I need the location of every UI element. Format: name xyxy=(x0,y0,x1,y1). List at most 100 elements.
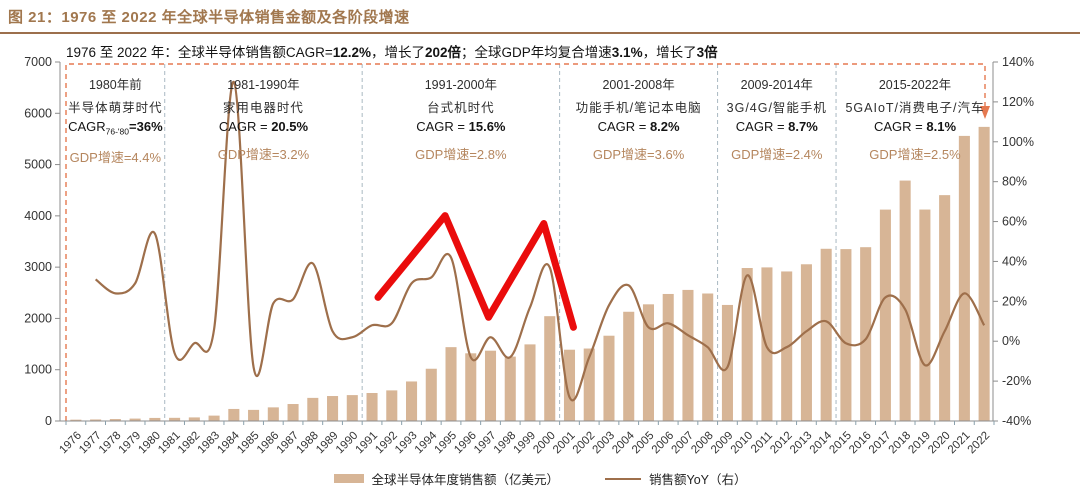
subtitle-segment: 3.1% xyxy=(611,45,643,60)
svg-text:1978: 1978 xyxy=(97,430,124,457)
sales-bar xyxy=(662,293,674,421)
sales-bar xyxy=(169,417,181,421)
sales-bar xyxy=(583,348,595,421)
svg-text:20%: 20% xyxy=(1002,294,1027,308)
svg-text:2007: 2007 xyxy=(669,430,696,457)
svg-text:2017: 2017 xyxy=(867,430,894,457)
subtitle-segment: 1976 至 2022 年：全球半导体销售额CAGR= xyxy=(66,45,333,60)
svg-text:1998: 1998 xyxy=(492,430,519,457)
line-swatch-icon xyxy=(605,477,642,480)
chart-subtitle: 1976 至 2022 年：全球半导体销售额CAGR=12.2%，增长了202倍… xyxy=(66,41,718,61)
sales-bar xyxy=(899,180,911,421)
sales-bar xyxy=(603,335,615,421)
period-cagr: CAGR = 8.7% xyxy=(735,119,818,134)
period-box: 2009-2014年 3G/4G/智能手机 CAGR = 8.7% GDP增速=2.4… xyxy=(718,74,836,163)
svg-text:6000: 6000 xyxy=(24,106,52,120)
period-box: 2015-2022年 5GAIoT/消费电子/汽车 CAGR = 8.1% GDP增速… xyxy=(836,74,994,163)
highlight-frame xyxy=(65,63,986,421)
svg-text:1999: 1999 xyxy=(512,430,539,457)
subtitle-segment: 202倍 xyxy=(425,45,462,60)
figure-title: 图 21：1976 至 2022 年全球半导体销售金额及各阶段增速 xyxy=(8,9,410,26)
svg-text:1980: 1980 xyxy=(136,430,163,457)
sales-bar xyxy=(820,248,832,421)
svg-text:2012: 2012 xyxy=(768,430,795,457)
period-era: 台式机时代 xyxy=(427,101,495,115)
period-era: 功能手机/笔记本电脑 xyxy=(575,101,702,115)
legend-item-yoy: 销售额YoY（右） xyxy=(605,469,747,488)
period-years: 2009-2014年 xyxy=(740,78,813,92)
subtitle-segment: ，增长了 xyxy=(371,45,425,60)
svg-text:60%: 60% xyxy=(1002,215,1027,229)
svg-text:2016: 2016 xyxy=(847,430,874,457)
sales-bar xyxy=(228,408,240,421)
sales-bar xyxy=(366,392,378,421)
sales-bar xyxy=(524,344,536,421)
svg-text:0: 0 xyxy=(45,414,52,428)
sales-bar xyxy=(721,304,733,421)
period-cagr: CAGR = 8.1% xyxy=(874,119,957,134)
svg-text:2005: 2005 xyxy=(630,430,657,457)
sales-bar xyxy=(386,390,398,421)
legend-item-sales: 全球半导体年度销售额（亿美元） xyxy=(333,469,560,488)
x-axis-labels: 1976197719781979198019811982198319841985… xyxy=(57,421,995,457)
period-gdp: GDP增速=3.6% xyxy=(592,147,685,162)
sales-bars xyxy=(70,126,990,421)
sales-bar xyxy=(406,381,418,421)
arrow-down-icon xyxy=(980,106,990,119)
subtitle-segment: ，增长了 xyxy=(642,45,697,60)
svg-text:1977: 1977 xyxy=(77,430,104,457)
period-box: 2001-2008年功能手机/笔记本电脑 CAGR = 8.2% GDP增速=3.6… xyxy=(560,74,718,163)
svg-text:1981: 1981 xyxy=(156,430,183,457)
svg-text:0%: 0% xyxy=(1002,334,1020,348)
svg-text:2021: 2021 xyxy=(946,430,973,457)
sales-bar xyxy=(90,419,102,421)
period-box: 1981-1990年 家用电器时代 CAGR = 20.5% GDP增速=3.2% xyxy=(165,74,362,163)
svg-text:-40%: -40% xyxy=(1002,414,1031,428)
subtitle-segment: ；全球GDP年均复合增速 xyxy=(461,45,612,60)
svg-text:1990: 1990 xyxy=(334,430,361,457)
svg-text:2002: 2002 xyxy=(571,430,598,457)
sales-bar xyxy=(346,395,358,421)
svg-text:1979: 1979 xyxy=(117,430,144,457)
sales-bar xyxy=(484,350,497,421)
period-gdp: GDP增速=2.8% xyxy=(415,147,507,162)
subtitle-segment: 3倍 xyxy=(696,45,718,60)
svg-text:2019: 2019 xyxy=(906,430,933,457)
period-gdp: GDP增速=4.4% xyxy=(69,149,162,165)
sales-bar xyxy=(939,195,951,421)
sales-bar xyxy=(840,249,852,421)
sales-bar xyxy=(761,267,773,421)
svg-text:2009: 2009 xyxy=(709,430,736,457)
period-cagr: CAGR = 8.2% xyxy=(597,119,680,134)
sales-bar xyxy=(109,419,121,421)
legend-label-yoy: 销售额YoY（右） xyxy=(649,473,747,487)
svg-text:1976: 1976 xyxy=(57,430,84,457)
svg-text:2001: 2001 xyxy=(551,430,578,457)
sales-bar xyxy=(978,126,990,421)
period-cagr: CAGR76-'80=36% xyxy=(68,119,163,137)
sales-bar xyxy=(800,264,812,421)
svg-text:2000: 2000 xyxy=(531,430,558,457)
sales-bar xyxy=(327,396,339,421)
red-highlight-line xyxy=(374,212,577,331)
svg-text:3000: 3000 xyxy=(24,260,52,274)
svg-text:2000: 2000 xyxy=(24,311,52,325)
chart-legend: 全球半导体年度销售额（亿美元） 销售额YoY（右） xyxy=(0,469,1080,488)
sales-bar xyxy=(919,209,931,421)
svg-text:2015: 2015 xyxy=(827,430,854,457)
svg-text:2018: 2018 xyxy=(887,430,914,457)
svg-text:4000: 4000 xyxy=(24,209,52,223)
legend-label-sales: 全球半导体年度销售额（亿美元） xyxy=(371,473,560,487)
sales-bar xyxy=(741,268,753,421)
sales-bar xyxy=(129,418,141,421)
period-years: 1980年前 xyxy=(88,78,142,92)
sales-bar xyxy=(958,135,970,421)
svg-text:2010: 2010 xyxy=(729,430,756,457)
sales-bar xyxy=(425,368,437,421)
svg-text:1995: 1995 xyxy=(433,430,460,457)
period-years: 2001-2008年 xyxy=(602,78,675,92)
svg-text:1982: 1982 xyxy=(176,430,203,457)
period-era: 半导体萌芽时代 xyxy=(68,101,163,115)
svg-text:100%: 100% xyxy=(1002,135,1034,149)
